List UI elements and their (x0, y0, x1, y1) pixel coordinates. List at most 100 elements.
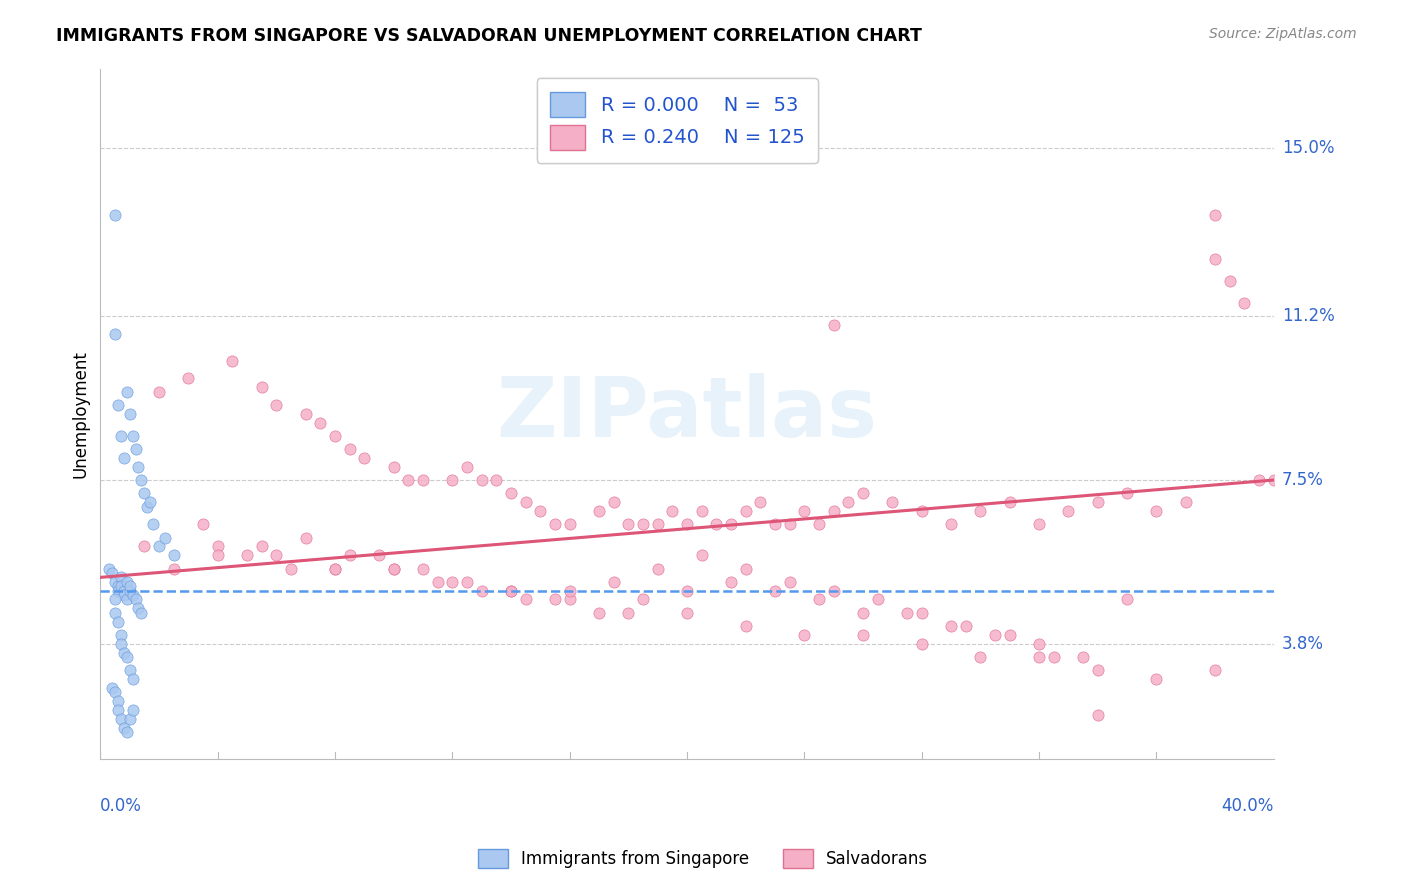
Point (749, 495, 772, 509)
Point (882, 495, 904, 509)
Point (294, 407, 316, 421)
Point (661, 504, 683, 518)
Point (115, 384, 138, 399)
Point (558, 592, 581, 607)
Point (984, 628, 1007, 642)
Point (382, 459, 405, 474)
Point (969, 504, 991, 518)
Point (368, 548, 391, 562)
Point (131, 473, 153, 487)
Point (339, 442, 361, 456)
Point (309, 416, 332, 430)
Point (396, 473, 419, 487)
Text: 7.5%: 7.5% (1282, 471, 1324, 489)
Point (544, 517, 567, 532)
Point (1116, 592, 1139, 607)
Point (499, 583, 522, 598)
Point (837, 495, 859, 509)
Point (266, 548, 288, 562)
Point (676, 517, 699, 532)
Point (911, 606, 934, 620)
Point (602, 574, 624, 589)
Point (1204, 252, 1226, 266)
Point (382, 561, 405, 575)
Point (110, 570, 132, 584)
Point (969, 650, 991, 665)
Legend: R = 0.000    N =  53, R = 0.240    N = 125: R = 0.000 N = 53, R = 0.240 N = 125 (537, 78, 818, 163)
Point (353, 450, 375, 465)
Point (163, 561, 186, 575)
Point (1144, 672, 1167, 686)
Point (676, 606, 699, 620)
Point (104, 574, 127, 589)
Text: 3.8%: 3.8% (1282, 635, 1324, 653)
Point (690, 504, 713, 518)
Point (852, 606, 875, 620)
Point (779, 574, 801, 589)
Point (101, 681, 124, 695)
Point (107, 615, 129, 629)
Point (207, 540, 229, 554)
Point (558, 517, 581, 532)
Point (280, 561, 302, 575)
Point (148, 540, 170, 554)
Point (112, 450, 135, 465)
Text: Source: ZipAtlas.com: Source: ZipAtlas.com (1209, 27, 1357, 41)
Point (136, 500, 159, 514)
Point (323, 561, 346, 575)
Point (124, 442, 146, 456)
Point (763, 517, 786, 532)
Point (118, 579, 141, 593)
Point (104, 606, 127, 620)
Point (236, 548, 259, 562)
Point (529, 504, 551, 518)
Point (112, 588, 135, 602)
Point (896, 606, 918, 620)
Point (852, 486, 875, 500)
Point (734, 561, 756, 575)
Point (499, 486, 522, 500)
Point (441, 473, 464, 487)
Point (207, 548, 229, 562)
Point (115, 725, 138, 739)
Point (104, 208, 127, 222)
Point (110, 579, 132, 593)
Point (456, 459, 478, 474)
Point (1144, 504, 1167, 518)
Point (763, 583, 786, 598)
Point (734, 504, 756, 518)
Point (456, 574, 478, 589)
Point (647, 517, 669, 532)
Point (866, 592, 889, 607)
Point (631, 517, 654, 532)
Point (1204, 208, 1226, 222)
Point (127, 601, 149, 615)
Legend: Immigrants from Singapore, Salvadorans: Immigrants from Singapore, Salvadorans (471, 842, 935, 875)
Point (104, 685, 127, 699)
Point (107, 694, 129, 708)
Point (134, 540, 156, 554)
Point (499, 583, 522, 598)
Point (115, 650, 138, 665)
Point (131, 606, 153, 620)
Point (121, 588, 143, 602)
Point (690, 548, 713, 562)
Point (98, 561, 121, 575)
Point (588, 504, 610, 518)
Point (148, 384, 170, 399)
Point (823, 583, 845, 598)
Point (1057, 504, 1080, 518)
Point (110, 429, 132, 443)
Point (485, 473, 508, 487)
Point (1204, 663, 1226, 677)
Point (704, 517, 727, 532)
Point (110, 637, 132, 651)
Point (121, 703, 143, 717)
Point (823, 318, 845, 333)
Point (177, 371, 200, 385)
Point (720, 574, 742, 589)
Text: 15.0%: 15.0% (1282, 139, 1334, 157)
Text: 0.0%: 0.0% (100, 797, 142, 814)
Point (544, 592, 567, 607)
Point (808, 592, 831, 607)
